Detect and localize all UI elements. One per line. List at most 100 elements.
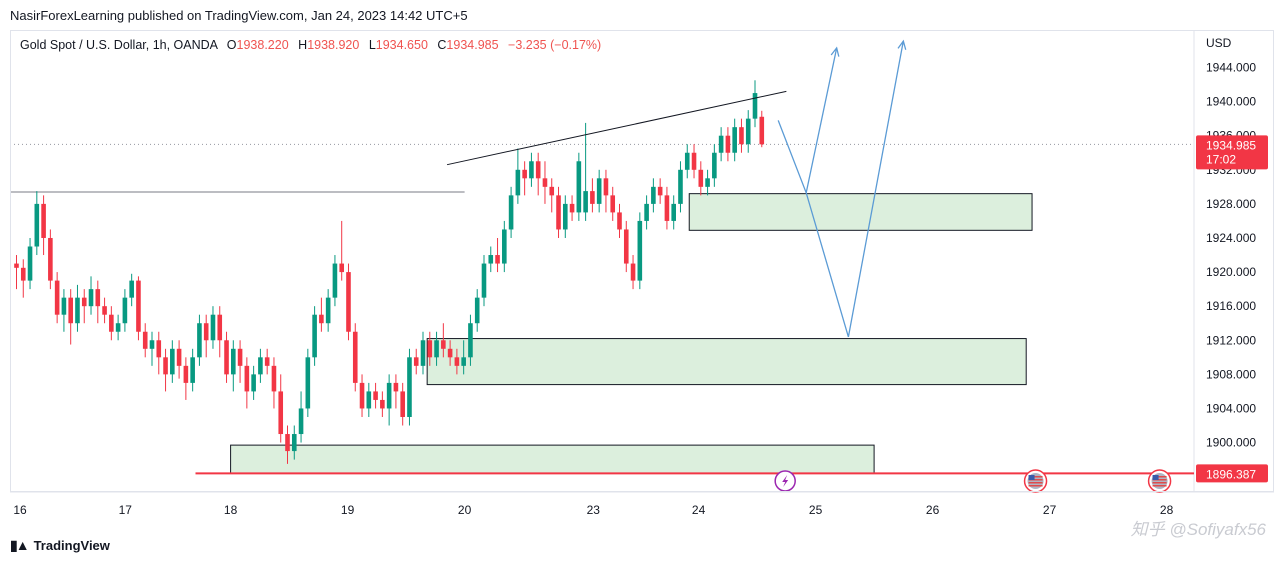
candle-body: [237, 348, 243, 366]
open-value: 1938.220: [236, 38, 289, 52]
candle-body: [569, 203, 575, 213]
candle-body: [759, 116, 765, 145]
candle-body: [678, 169, 683, 204]
candle-body: [684, 152, 690, 170]
candle-body: [359, 382, 365, 409]
candle-body: [617, 212, 622, 230]
symbol-legend: Gold Spot / U.S. Dollar, 1h, OANDA O1938…: [20, 38, 601, 52]
x-tick-label: 26: [926, 503, 940, 517]
candle-body: [434, 340, 439, 358]
candle-body: [671, 203, 677, 221]
candle-body: [48, 237, 53, 281]
projection-path-alt-arrowhead: [830, 46, 840, 57]
candle-body: [691, 152, 697, 170]
candle-body: [623, 229, 629, 264]
candle-body: [136, 280, 141, 332]
candle-body: [373, 391, 378, 400]
x-tick-label: 25: [809, 503, 823, 517]
projection-path: [777, 40, 904, 338]
y-tick-label: 1924.000: [1206, 231, 1256, 245]
candle-body: [109, 314, 114, 332]
tradingview-logo: ▮▲ TradingView: [10, 537, 110, 554]
close-label: C: [437, 38, 447, 52]
candle-body: [508, 195, 514, 230]
candle-body: [231, 348, 236, 375]
candle-body: [610, 195, 616, 213]
flag-stripe: [1152, 485, 1167, 487]
candle-body: [224, 340, 229, 375]
x-tick-label: 28: [1160, 503, 1174, 517]
candle-body: [441, 340, 446, 349]
candle-body: [14, 263, 19, 268]
candle-body: [583, 191, 588, 213]
candle-body: [163, 357, 168, 375]
candle-body: [413, 357, 419, 366]
trendline: [446, 90, 787, 166]
candle-body: [170, 348, 175, 375]
candle-body: [346, 272, 351, 332]
candle-body: [752, 93, 758, 119]
flag-stripe: [1028, 482, 1043, 484]
x-tick-label: 27: [1043, 503, 1057, 517]
candle-body: [102, 306, 107, 315]
y-tick-label: 1904.000: [1206, 401, 1256, 415]
candle-body: [27, 246, 33, 281]
candle-body: [258, 357, 263, 375]
candle-body: [474, 297, 480, 324]
candle-body: [197, 323, 202, 358]
x-tick-label: 20: [458, 503, 472, 517]
candle-body: [88, 289, 94, 307]
low-value: 1934.650: [375, 38, 428, 52]
candle-body: [81, 297, 87, 307]
candle-body: [34, 203, 40, 247]
last-price-label: 1934.985: [1206, 138, 1256, 152]
candle-body: [712, 152, 717, 179]
close-value: 1934.985: [446, 38, 499, 52]
candles-group: [14, 80, 765, 464]
candle-body: [590, 191, 595, 204]
candle-body: [285, 434, 290, 452]
candle-body: [251, 374, 256, 392]
projection-path-alt: [805, 47, 838, 193]
candle-body: [312, 314, 317, 358]
candle-body: [427, 340, 433, 358]
change-value: −3.235 (−0.17%): [508, 38, 602, 52]
low-label: L: [368, 38, 376, 52]
candle-body: [176, 348, 182, 366]
candle-body: [75, 297, 80, 324]
tv-brand-text: TradingView: [33, 538, 110, 553]
candle-body: [705, 178, 710, 187]
x-tick-label: 24: [692, 503, 706, 517]
currency-label: USD: [1206, 36, 1232, 50]
candle-body: [542, 178, 548, 187]
candle-body: [393, 382, 399, 392]
candle-body: [332, 263, 338, 298]
candle-body: [54, 280, 60, 315]
x-tick-label: 19: [341, 503, 355, 517]
flag-stripe: [1152, 482, 1167, 484]
candle-body: [20, 267, 26, 281]
tv-logo-icon: ▮▲: [10, 537, 30, 553]
candle-body: [400, 391, 405, 417]
candle-body: [352, 331, 358, 383]
candle-body: [278, 391, 284, 435]
candle-body: [468, 323, 473, 358]
y-tick-label: 1916.000: [1206, 299, 1256, 313]
high-label: H: [298, 38, 308, 52]
candle-body: [698, 169, 704, 187]
candle-body: [495, 255, 500, 264]
y-tick-label: 1928.000: [1206, 197, 1256, 211]
candle-body: [190, 357, 195, 383]
candle-body: [454, 357, 460, 366]
candle-body: [380, 399, 385, 409]
candle-body: [603, 178, 609, 196]
candle-body: [515, 169, 521, 196]
candle-body: [596, 178, 602, 204]
y-tick-label: 1900.000: [1206, 436, 1256, 450]
candle-body: [149, 340, 155, 349]
candle-body: [664, 195, 670, 221]
candle-body: [447, 348, 453, 358]
candle-body: [210, 314, 216, 341]
candle-body: [183, 365, 189, 383]
